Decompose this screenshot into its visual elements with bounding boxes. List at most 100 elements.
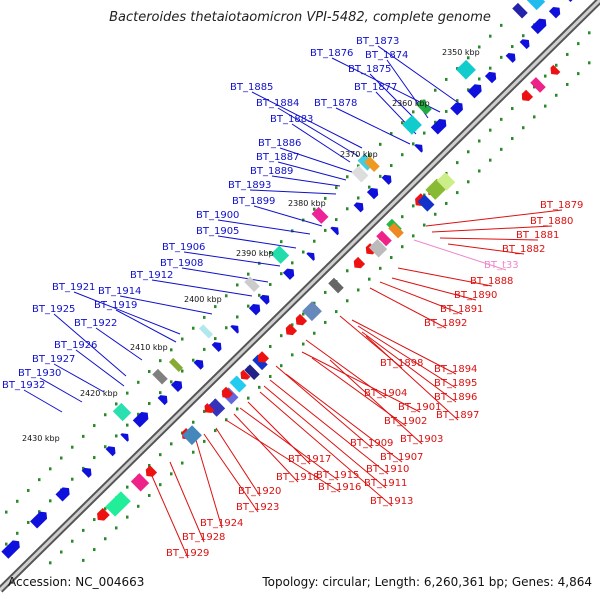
tick-mark <box>346 175 349 179</box>
tick-mark <box>467 180 470 184</box>
tick-mark <box>489 158 492 162</box>
label-connector-line <box>181 267 269 283</box>
reverse-gene-label: BT_1901 <box>398 402 441 413</box>
tick-mark <box>302 312 305 316</box>
gene-block-shape <box>130 473 150 492</box>
gene-arrow-shape <box>505 52 516 63</box>
reverse-gene-label: BT_1881 <box>516 230 559 241</box>
gene-block-shape <box>417 194 435 212</box>
tick-mark <box>93 548 96 552</box>
gene-arrow-shape <box>30 511 48 529</box>
gene-arrow <box>467 84 482 99</box>
tick-mark <box>588 61 591 65</box>
gene-arrow <box>97 507 110 521</box>
tick-mark <box>566 82 569 86</box>
gene-block <box>152 368 168 385</box>
forward-gene-label: BT_1912 <box>130 270 173 281</box>
kbp-marker-label: 2370 kbp <box>340 150 378 159</box>
reverse-gene-label: BT_1910 <box>366 464 409 475</box>
tick-mark <box>412 142 415 146</box>
tick-mark <box>456 191 459 195</box>
gene-arrow-shape <box>381 174 392 185</box>
tick-mark <box>346 269 349 273</box>
gene-block <box>526 0 546 11</box>
tick-mark <box>533 115 536 119</box>
tick-mark <box>159 359 162 363</box>
tick-mark <box>555 63 558 67</box>
gene-block-shape <box>402 114 422 135</box>
gene-arrow <box>204 403 215 414</box>
tick-mark <box>522 34 525 38</box>
label-connector-line <box>215 427 261 497</box>
gene-block <box>182 425 202 446</box>
forward-gene-label: BT_1905 <box>196 226 239 237</box>
tick-mark <box>104 507 107 511</box>
label-connector-line <box>277 107 359 157</box>
forward-gene-label: BT_1876 <box>310 48 353 59</box>
tick-mark <box>313 239 316 243</box>
tick-mark <box>148 401 151 405</box>
tick-mark <box>126 423 129 427</box>
tick-mark <box>170 380 173 384</box>
tick-mark <box>192 326 195 330</box>
kbp-marker-label: 2420 kbp <box>80 389 118 398</box>
tick-mark <box>269 345 272 348</box>
tick-mark <box>137 412 140 416</box>
label-connector-line <box>151 475 189 559</box>
tick-mark <box>269 283 272 286</box>
gene-arrow <box>240 369 251 380</box>
tick-mark <box>203 409 206 413</box>
label-connector-line <box>75 349 125 387</box>
gene-arrow-shape <box>257 351 270 363</box>
label-connector-line <box>291 123 351 163</box>
tick-mark <box>511 107 514 111</box>
label-connector-line <box>431 225 553 233</box>
gene-arrow-shape <box>519 39 530 50</box>
label-connector-line <box>335 107 411 145</box>
tick-mark <box>269 375 272 378</box>
tick-mark <box>203 347 206 351</box>
gene-block-shape <box>152 368 168 385</box>
tick-mark <box>16 531 19 535</box>
tick-mark <box>478 169 481 173</box>
forward-gene-label: BT_1908 <box>160 258 203 269</box>
tick-mark <box>60 550 63 554</box>
gene-arrow-shape <box>548 6 561 19</box>
reverse-gene-label: BT_1879 <box>540 200 583 211</box>
label-connector-line <box>95 327 143 361</box>
reverse-gene-label: BT_1882 <box>502 244 545 255</box>
accession-text: Accession: NC_004663 <box>8 575 145 589</box>
gene-arrow-shape <box>330 226 339 236</box>
label-connector-line <box>275 365 373 449</box>
forward-gene-label: BT_1875 <box>348 64 391 75</box>
tick-mark <box>291 261 294 265</box>
tick-mark <box>478 139 481 143</box>
reverse-gene-label: BT_1902 <box>384 416 427 427</box>
tick-mark <box>225 326 228 330</box>
tick-mark <box>412 110 415 114</box>
reverse-gene-label: BT_1903 <box>400 434 443 445</box>
reverse-gene-label: BT_1929 <box>166 548 209 559</box>
label-connector-line <box>251 91 363 149</box>
tick-mark <box>49 467 52 471</box>
tick-mark <box>104 445 107 449</box>
label-connector-line <box>169 461 205 543</box>
tick-mark <box>401 121 404 125</box>
gene-block-shape <box>364 156 380 172</box>
gene-arrow <box>530 18 547 35</box>
gene-block <box>112 402 132 422</box>
reverse-gene-label: BT_1909 <box>350 438 393 449</box>
gene-arrow <box>430 118 447 135</box>
tick-mark <box>368 185 371 189</box>
tick-mark <box>5 510 8 514</box>
gene-arrow-shape <box>221 386 234 399</box>
tick-mark <box>489 128 492 132</box>
reverse-gene-label: BT_1917 <box>288 454 331 465</box>
gene-arrow <box>221 386 234 399</box>
gene-block <box>436 172 456 191</box>
tick-mark <box>324 196 327 200</box>
gene-arrow <box>414 144 423 153</box>
gene-block-shape <box>252 354 268 371</box>
tick-mark <box>137 504 140 508</box>
